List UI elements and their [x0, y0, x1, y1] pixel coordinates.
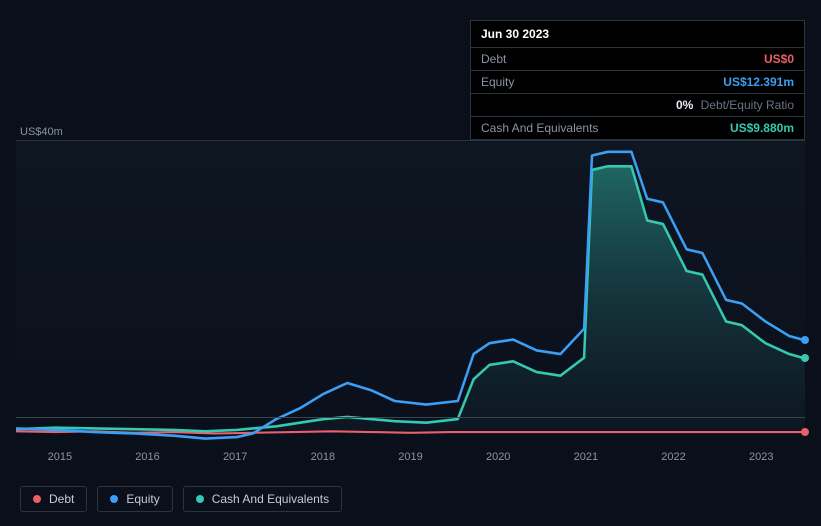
zero-line: [16, 417, 805, 418]
tooltip-row: Cash And EquivalentsUS$9.880m: [471, 117, 804, 139]
x-axis-label: 2016: [104, 451, 192, 471]
x-axis-label: 2017: [191, 451, 279, 471]
data-tooltip: Jun 30 2023 DebtUS$0EquityUS$12.391m0% D…: [470, 20, 805, 140]
legend-item[interactable]: Debt: [20, 486, 87, 512]
tooltip-date: Jun 30 2023: [471, 21, 804, 48]
tooltip-row-label: Debt: [481, 52, 764, 66]
x-axis-label: 2023: [717, 451, 805, 471]
legend: Debt Equity Cash And Equivalents: [20, 486, 342, 512]
tooltip-row-value: US$0: [764, 52, 794, 66]
tooltip-row: 0% Debt/Equity Ratio: [471, 94, 804, 117]
tooltip-row-label: Cash And Equivalents: [481, 121, 730, 135]
tooltip-row-value: 0% Debt/Equity Ratio: [676, 98, 794, 112]
x-axis-label: 2020: [454, 451, 542, 471]
y-axis-label: US$40m: [20, 126, 63, 138]
cash-end-dot: [801, 354, 809, 362]
legend-dot-icon: [33, 495, 41, 503]
legend-label: Debt: [49, 492, 74, 506]
x-axis-label: 2022: [630, 451, 718, 471]
legend-item[interactable]: Cash And Equivalents: [183, 486, 342, 512]
legend-dot-icon: [196, 495, 204, 503]
tooltip-row-value: US$9.880m: [730, 121, 794, 135]
debt-end-dot: [801, 428, 809, 436]
x-axis-label: 2018: [279, 451, 367, 471]
legend-label: Cash And Equivalents: [212, 492, 329, 506]
x-axis: 201520162017201820192020202120222023: [16, 451, 805, 471]
tooltip-row: DebtUS$0: [471, 48, 804, 71]
tooltip-row-sub: Debt/Equity Ratio: [697, 98, 794, 112]
chart-area: US$40mUS$0-US$5m: [16, 120, 805, 466]
cash-area: [16, 166, 805, 431]
tooltip-row-label: Equity: [481, 75, 723, 89]
tooltip-row: EquityUS$12.391m: [471, 71, 804, 94]
legend-label: Equity: [126, 492, 159, 506]
x-axis-label: 2015: [16, 451, 104, 471]
x-axis-label: 2021: [542, 451, 630, 471]
plot-area[interactable]: [16, 140, 805, 466]
x-axis-label: 2019: [367, 451, 455, 471]
equity-end-dot: [801, 336, 809, 344]
tooltip-row-value: US$12.391m: [723, 75, 794, 89]
tooltip-row-label: [481, 98, 676, 112]
legend-item[interactable]: Equity: [97, 486, 172, 512]
legend-dot-icon: [110, 495, 118, 503]
